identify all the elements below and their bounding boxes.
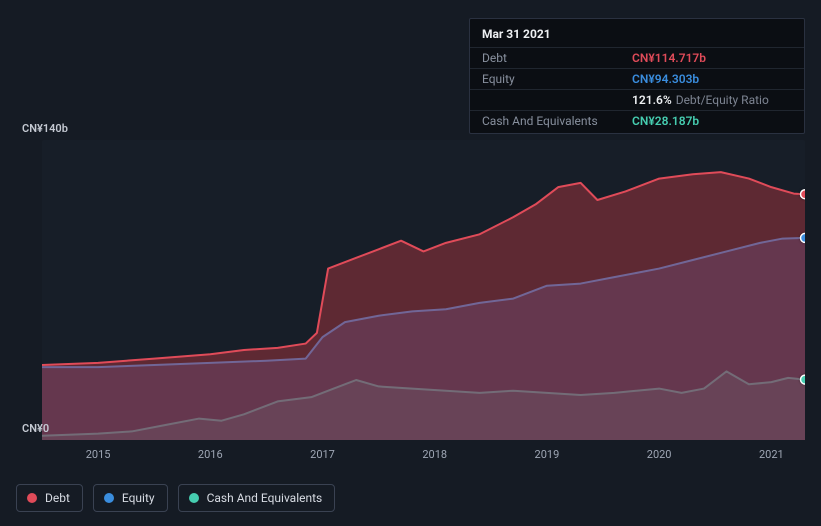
y-axis-max-label: CN¥140b bbox=[22, 122, 68, 135]
tooltip-row: DebtCN¥114.717b bbox=[470, 47, 804, 68]
tooltip-row-label: Debt bbox=[482, 51, 632, 65]
tooltip-row-value: 121.6%Debt/Equity Ratio bbox=[632, 93, 769, 107]
legend-label: Cash And Equivalents bbox=[207, 491, 323, 505]
tooltip-row-value: CN¥94.303b bbox=[632, 72, 699, 86]
y-axis-min-label: CN¥0 bbox=[22, 422, 49, 435]
tooltip-row: EquityCN¥94.303b bbox=[470, 68, 804, 89]
tooltip-row-label bbox=[482, 93, 632, 107]
tooltip-row: Cash And EquivalentsCN¥28.187b bbox=[470, 110, 804, 131]
chart-plot-area[interactable] bbox=[42, 140, 805, 440]
legend-item[interactable]: Cash And Equivalents bbox=[178, 484, 336, 512]
tooltip-row-label: Cash And Equivalents bbox=[482, 114, 632, 128]
x-axis-tick: 2021 bbox=[759, 448, 784, 461]
x-axis-tick: 2016 bbox=[198, 448, 223, 461]
tooltip-row-label: Equity bbox=[482, 72, 632, 86]
legend-swatch-icon bbox=[104, 493, 114, 503]
x-axis-tick: 2017 bbox=[310, 448, 335, 461]
x-axis-tick: 2019 bbox=[535, 448, 560, 461]
legend-swatch-icon bbox=[189, 493, 199, 503]
legend-swatch-icon bbox=[27, 493, 37, 503]
legend-item[interactable]: Equity bbox=[93, 484, 168, 512]
tooltip-title: Mar 31 2021 bbox=[470, 25, 804, 47]
legend-item[interactable]: Debt bbox=[16, 484, 83, 512]
chart-tooltip: Mar 31 2021 DebtCN¥114.717bEquityCN¥94.3… bbox=[469, 18, 805, 134]
legend-label: Debt bbox=[45, 491, 70, 505]
tooltip-row-sublabel: Debt/Equity Ratio bbox=[676, 93, 769, 107]
tooltip-row-value: CN¥28.187b bbox=[632, 114, 699, 128]
legend-label: Equity bbox=[122, 491, 155, 505]
x-axis-tick: 2018 bbox=[422, 448, 447, 461]
x-axis-tick: 2020 bbox=[647, 448, 672, 461]
x-axis-ticks: 2015 2016 2017 2018 2019 2020 2021 bbox=[42, 448, 805, 464]
area-chart-svg bbox=[42, 140, 805, 440]
chart-legend: Debt Equity Cash And Equivalents bbox=[16, 484, 335, 512]
x-axis-tick: 2015 bbox=[86, 448, 111, 461]
tooltip-row-value: CN¥114.717b bbox=[632, 51, 706, 65]
tooltip-row: 121.6%Debt/Equity Ratio bbox=[470, 89, 804, 110]
